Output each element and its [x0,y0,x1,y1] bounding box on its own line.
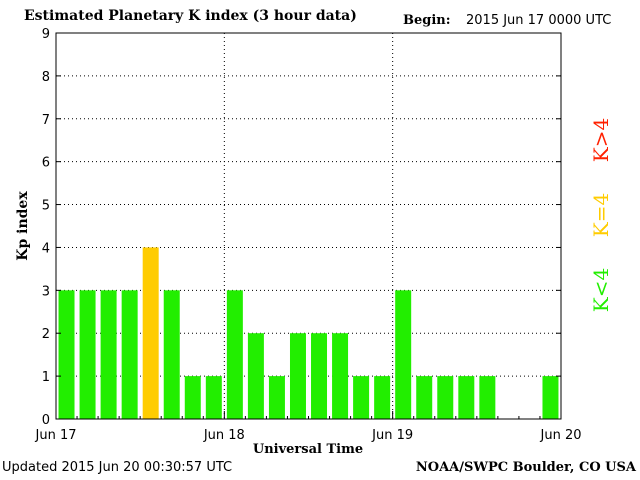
plot-frame [55,32,562,420]
y-tick-label: 7 [42,113,50,128]
bars [58,247,559,419]
y-tick-label: 5 [42,199,50,214]
bar [395,290,412,419]
x-tick-label: Jun 17 [35,428,77,443]
bar [268,376,285,419]
legend-item: K>4 [589,118,613,162]
y-tick-label: 3 [42,284,50,299]
bar [79,290,96,419]
x-tick-label: Jun 20 [540,428,582,443]
y-tick-label: 9 [42,27,50,42]
y-tick-label: 4 [42,241,50,256]
legend: K>4 K=4 K<4 [589,118,613,312]
chart-title: Estimated Planetary K index (3 hour data… [24,8,357,24]
x-tick-label: Jun 18 [203,428,245,443]
bar [226,290,243,419]
x-tick-labels: Jun 17 Jun 18 Jun 19 Jun 20 [35,411,582,443]
bar [332,333,349,419]
source-credit: NOAA/SWPC Boulder, CO USA [415,460,636,475]
y-tick-label: 6 [42,156,50,171]
bar [58,290,75,419]
bar [184,376,201,419]
y-tick-label: 1 [42,370,50,385]
bar [542,376,559,419]
bar [121,290,138,419]
bar [374,376,391,419]
updated-timestamp: Updated 2015 Jun 20 00:30:57 UTC [2,460,233,475]
bar [163,290,180,419]
bar [289,333,306,419]
bar [311,333,328,419]
y-tick-label: 0 [42,413,50,428]
begin-label: Begin: [403,13,451,28]
bar [247,333,264,419]
bar [458,376,475,419]
bar [353,376,370,419]
bar [437,376,454,419]
y-tick-label: 8 [42,70,50,85]
legend-item: K<4 [589,268,613,312]
bar [416,376,433,419]
y-tick-label: 2 [42,327,50,342]
x-tick-label: Jun 19 [371,428,413,443]
x-axis-label: Universal Time [253,442,363,457]
bar [479,376,496,419]
begin-value: 2015 Jun 17 0000 UTC [466,13,612,28]
bar [142,247,159,419]
legend-item: K=4 [589,193,613,237]
bar [205,376,222,419]
y-axis-label: Kp index [15,191,31,261]
bar [100,290,117,419]
